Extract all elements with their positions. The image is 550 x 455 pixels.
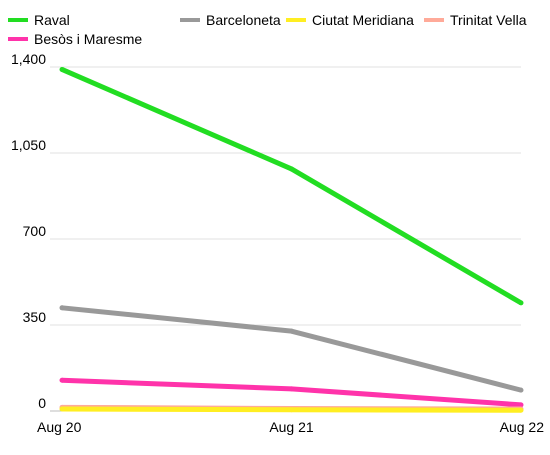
data-point: [59, 406, 65, 412]
series-line-barceloneta: [61, 305, 522, 393]
series-line-bes-s-i-maresme: [61, 377, 522, 408]
data-point: [289, 166, 294, 172]
y-tick-label: 350: [23, 309, 47, 325]
data-point: [518, 387, 524, 393]
data-point: [59, 66, 65, 72]
y-tick-label: 0: [38, 395, 46, 411]
x-tick-label: Aug 20: [37, 419, 82, 435]
series-lines: [59, 66, 524, 413]
data-point: [59, 305, 65, 311]
legend-label: Besòs i Maresme: [34, 31, 142, 47]
data-point: [289, 407, 294, 413]
data-point: [518, 407, 524, 413]
data-point: [518, 300, 524, 306]
data-point: [289, 328, 294, 334]
x-tick-label: Aug 21: [269, 419, 314, 435]
axis-labels: 0 350 700 1,050 1,400 Aug 20 Aug 21 Aug 22: [11, 51, 544, 435]
y-tick-label: 700: [23, 223, 47, 239]
y-tick-label: 1,400: [11, 51, 46, 67]
data-point: [518, 402, 524, 408]
data-point: [289, 386, 294, 392]
series-line-raval: [61, 67, 523, 306]
legend-label: Barceloneta: [206, 12, 281, 28]
data-point: [59, 377, 65, 383]
legend-label: Ciutat Meridiana: [312, 12, 414, 28]
y-tick-label: 1,050: [11, 137, 46, 153]
legend-label: Trinitat Vella: [450, 12, 527, 28]
legend-label: Raval: [34, 12, 70, 28]
gridlines: [50, 66, 521, 412]
legend: Raval Barceloneta Ciutat Meridiana Trinitat…: [8, 12, 527, 47]
x-tick-label: Aug 22: [500, 419, 545, 435]
